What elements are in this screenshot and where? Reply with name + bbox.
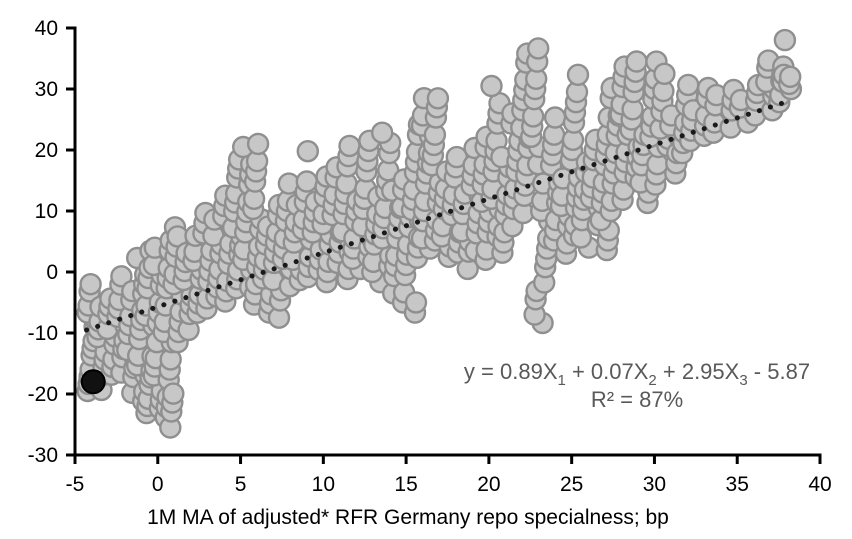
data-point [338,134,361,158]
data-point [371,121,394,144]
y-tick-label: 40 [35,17,58,40]
x-tick-label: 5 [235,473,247,496]
regression-equation: y = 0.89X1 + 0.07X2 + 2.95X3 - 5.87 [464,359,810,389]
highlight-point [80,369,106,395]
data-point [480,74,503,98]
equation-subscript: 2 [648,372,656,389]
data-point [246,132,270,156]
data-point [625,50,648,73]
data-point [527,37,550,60]
data-point [773,28,797,52]
data-point [295,170,318,193]
equation-segment: - 5.87 [748,359,810,384]
y-tick-label: -30 [28,444,58,467]
data-point [779,65,802,89]
y-tick-label: 10 [35,200,58,223]
equation-subscript: 3 [739,372,747,389]
x-axis-ticks: -5 0 5 10 15 20 25 30 35 40 [66,455,832,496]
x-tick-label: 10 [312,473,335,496]
equation-segment: y = 0.89X [464,359,558,384]
scatter-points [76,28,803,439]
data-point [404,291,428,314]
y-tick-label: 30 [35,78,58,101]
x-tick-label: 35 [726,473,749,496]
data-point [79,273,102,296]
x-tick-label: 40 [808,473,831,496]
equation-subscript: 1 [558,372,566,389]
data-point [566,63,590,87]
x-tick-label: 25 [560,473,583,496]
x-tick-label: 0 [152,473,164,496]
r-squared-label: R² = 87% [591,387,683,412]
data-point [677,73,700,97]
data-point [426,87,450,110]
data-point [296,139,319,163]
y-tick-label: 20 [35,139,58,162]
y-tick-label: -10 [28,322,58,345]
data-point [653,62,676,86]
x-tick-label: 15 [394,473,417,496]
x-tick-label: 20 [477,473,500,496]
data-point [543,106,567,129]
equation-segment: + 0.07X [566,359,649,384]
x-axis-label: 1M MA of adjusted* RFR Germany repo spec… [147,506,669,529]
highlight-point-group [80,369,106,395]
trendline [84,98,793,333]
y-tick-label: -20 [28,383,58,406]
y-axis-ticks: 40 30 20 10 0 -10 -20 -30 [28,17,75,467]
x-tick-label: 30 [643,473,666,496]
equation-segment: + 2.95X [657,359,740,384]
x-tick-label: -5 [66,473,85,496]
y-tick-label: 0 [46,261,58,284]
data-point [110,265,133,288]
data-point [162,382,185,405]
trendline-group [84,98,793,333]
